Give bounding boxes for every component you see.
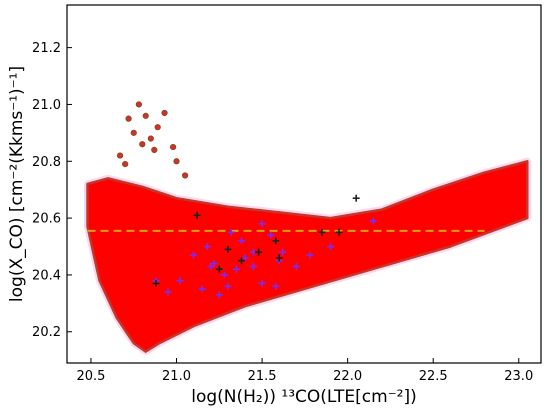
plus-marker-black xyxy=(152,279,160,287)
plus-marker-purple xyxy=(198,285,206,293)
y-tick-label: 21.0 xyxy=(32,98,61,113)
y-tick-label: 21.2 xyxy=(32,41,61,56)
plus-marker-black xyxy=(275,254,283,262)
plus-marker-purple xyxy=(215,291,223,299)
scatter-point xyxy=(116,152,124,159)
scatter-point xyxy=(154,124,161,131)
plus-marker-black xyxy=(215,265,223,273)
scatter-point xyxy=(151,146,158,154)
y-tick-label: 20.4 xyxy=(32,268,61,283)
plus-marker-black xyxy=(352,194,360,202)
plus-marker-purple xyxy=(176,277,184,285)
scatter-point xyxy=(135,101,142,108)
plus-marker-purple xyxy=(238,237,246,245)
y-axis-label: log(X_CO) [cm⁻²(Kkms⁻¹)⁻¹] xyxy=(7,66,27,302)
x-tick-label: 22.0 xyxy=(333,369,362,384)
y-axis: 20.2 20.4 20.6 20.8 21.0 21.2 xyxy=(32,41,72,340)
scatter-point xyxy=(130,129,137,136)
plus-marker-purple xyxy=(292,262,300,270)
plus-marker-purple xyxy=(258,220,266,228)
plus-marker-purple xyxy=(327,243,335,251)
plus-marker-purple xyxy=(279,248,287,256)
x-tick-label: 21.0 xyxy=(162,369,191,384)
scatter-point xyxy=(122,161,129,168)
plus-marker-purple xyxy=(306,251,314,259)
plus-marker-purple xyxy=(164,288,172,296)
y-tick-label: 20.6 xyxy=(32,212,61,227)
y-tick-label: 20.2 xyxy=(32,325,61,340)
scatter-point xyxy=(142,112,149,119)
scatter-cloud xyxy=(86,160,529,353)
plus-marker-purple xyxy=(224,282,232,290)
plus-marker-black xyxy=(272,237,280,245)
plot-content xyxy=(84,101,531,356)
plus-marker-black xyxy=(224,245,232,253)
scatter-point xyxy=(147,135,154,142)
plus-marker-purple xyxy=(272,282,280,290)
plus-marker-purple xyxy=(210,260,218,268)
scatter-point xyxy=(169,143,177,151)
plot-frame xyxy=(66,4,542,364)
x-tick-label: 23.0 xyxy=(504,369,533,384)
plus-marker-black xyxy=(318,228,326,236)
scatter-point xyxy=(173,158,180,165)
scatter-point xyxy=(161,109,168,117)
plus-marker-purple xyxy=(220,271,228,279)
plus-marker-purple xyxy=(232,265,240,273)
plus-marker-purple xyxy=(369,217,377,225)
plus-marker-black xyxy=(238,257,246,265)
x-tick-label: 21.5 xyxy=(248,369,277,384)
scatter-point xyxy=(125,115,132,122)
plus-marker-purple xyxy=(250,262,258,270)
x-axis: 20.5 21.0 21.5 22.0 22.5 23.0 xyxy=(76,358,533,384)
plus-marker-purple xyxy=(267,231,275,239)
x-tick-label: 20.5 xyxy=(76,369,105,384)
scatter-point xyxy=(181,172,189,179)
plus-marker-black xyxy=(255,248,263,256)
scatter-point xyxy=(139,141,146,148)
plus-marker-black xyxy=(193,211,201,219)
plus-marker-black xyxy=(335,228,343,236)
plus-marker-purple xyxy=(258,279,266,287)
x-tick-label: 22.5 xyxy=(419,369,448,384)
plus-marker-purple xyxy=(227,228,235,236)
plus-marker-purple xyxy=(190,251,198,259)
y-tick-label: 20.8 xyxy=(32,155,61,170)
x-axis-label: log(N(H₂)) ¹³CO(LTE[cm⁻²]) xyxy=(191,387,417,407)
plus-marker-purple xyxy=(203,243,211,251)
